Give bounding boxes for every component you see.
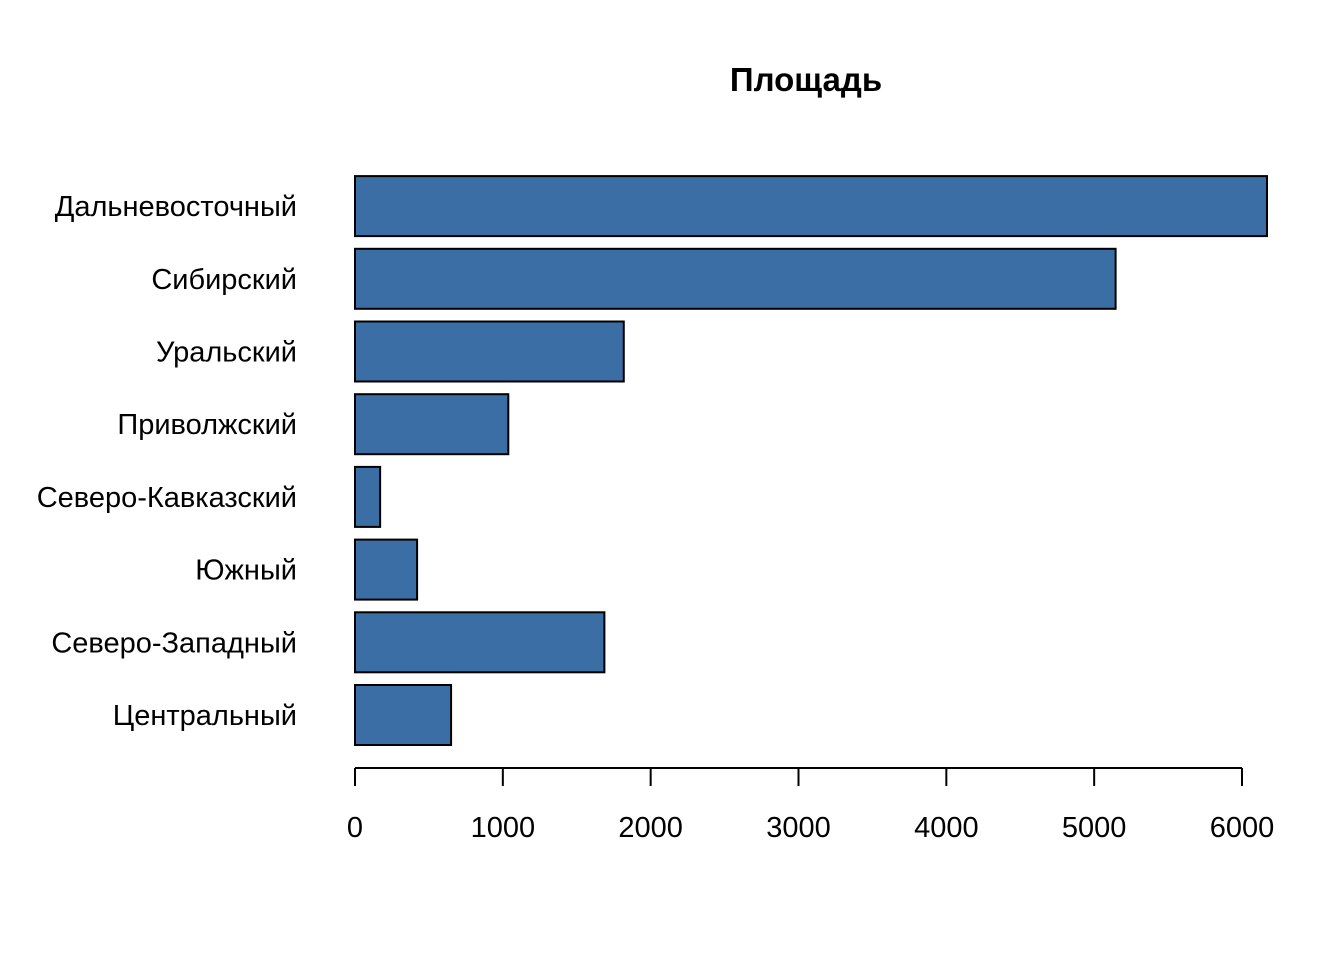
bar-2: [354, 538, 419, 601]
bar-5: [354, 320, 625, 383]
x-tick-label-2: 2000: [618, 812, 683, 844]
category-label-3: Северо-Кавказский: [37, 482, 297, 514]
bars-group: [354, 175, 1268, 746]
x-tick-label-5: 5000: [1062, 812, 1127, 844]
x-tick-label-6: 6000: [1210, 812, 1275, 844]
bar-6: [354, 247, 1117, 310]
bar-7: [354, 175, 1268, 238]
category-label-7: Дальневосточный: [55, 191, 297, 223]
category-label-4: Приволжский: [117, 409, 297, 441]
category-label-0: Центральный: [113, 700, 297, 732]
bar-1: [354, 611, 606, 674]
category-label-1: Северо-Западный: [51, 627, 297, 659]
bar-3: [354, 465, 382, 528]
x-tick-label-1: 1000: [471, 812, 536, 844]
x-tick-label-3: 3000: [766, 812, 831, 844]
category-label-5: Уральский: [156, 337, 297, 369]
category-labels: Центральный Северо-Западный Южный Северо-Ка…: [37, 191, 297, 732]
category-label-2: Южный: [195, 555, 297, 587]
chart-title: Площадь: [730, 61, 882, 98]
x-axis: 0 1000 2000 3000 4000 5000 6000: [347, 767, 1275, 844]
bar-4: [354, 393, 510, 456]
x-tick-label-0: 0: [347, 812, 363, 844]
bar-0: [354, 684, 453, 746]
category-label-6: Сибирский: [151, 264, 297, 296]
x-tick-label-4: 4000: [914, 812, 979, 844]
